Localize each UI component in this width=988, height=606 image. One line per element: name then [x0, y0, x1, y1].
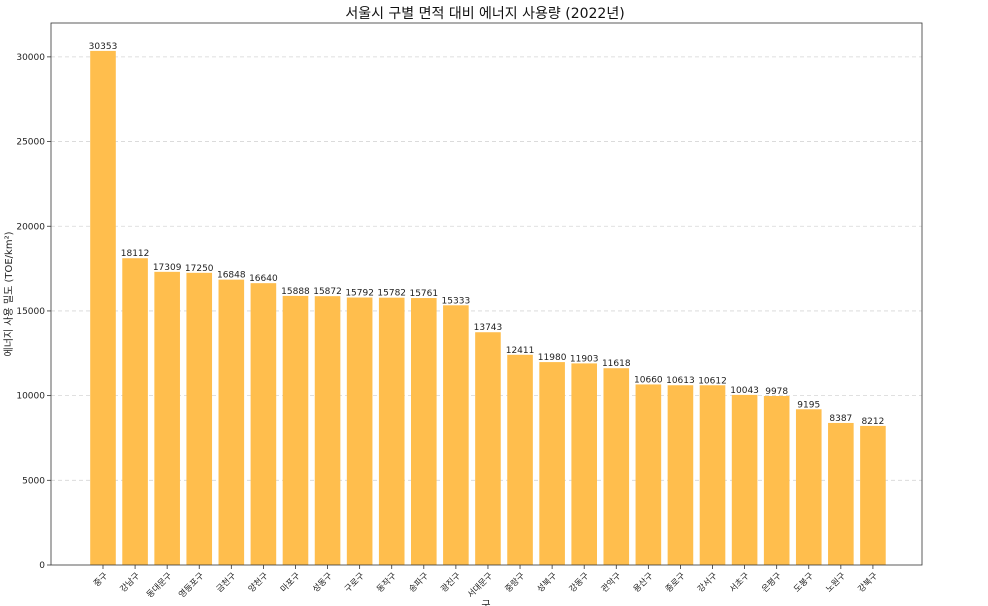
x-tick-label-강동구: 강동구: [567, 570, 591, 594]
x-tick-label-중구: 중구: [92, 571, 110, 589]
data-label-마포구: 15888: [281, 287, 310, 297]
bar-용산구: [635, 384, 662, 565]
bar-강북구: [860, 425, 886, 565]
data-label-송파구: 15761: [409, 289, 438, 299]
data-label-강동구: 11903: [570, 354, 599, 364]
x-tick-label-영등포구: 영등포구: [176, 570, 206, 600]
x-tick-label-동작구: 동작구: [374, 570, 398, 594]
data-label-서초구: 10043: [730, 386, 759, 396]
data-label-양천구: 16640: [249, 274, 278, 284]
y-tick-label-2: 10000: [16, 392, 45, 402]
x-tick-label-강서구: 강서구: [695, 570, 719, 594]
bar-송파구: [411, 298, 437, 565]
x-tick-label-서초구: 서초구: [728, 571, 752, 595]
x-axis-label: 구: [481, 600, 490, 606]
data-label-성동구: 15872: [313, 287, 342, 297]
y-tick-label-3: 15000: [16, 307, 45, 317]
bar-양천구: [250, 283, 277, 565]
bar-구로구: [346, 297, 373, 565]
x-tick-label-관악구: 관악구: [599, 570, 623, 594]
x-tick-label-구로구: 구로구: [343, 571, 367, 595]
bar-광진구: [443, 305, 469, 565]
data-label-강남구: 18112: [121, 249, 150, 259]
bar-강서구: [699, 385, 726, 565]
data-label-동대문구: 17309: [153, 263, 182, 273]
data-label-서대문구: 13743: [474, 323, 503, 333]
y-axis-label: 에너지 사용 밀도 (TOE/km²): [3, 231, 15, 356]
data-label-노원구: 8387: [829, 414, 852, 424]
data-label-강북구: 8212: [861, 417, 884, 427]
data-label-영등포구: 17250: [185, 264, 214, 274]
data-label-중구: 30353: [89, 42, 118, 52]
plot-frame: [50, 22, 923, 566]
bar-종로구: [667, 385, 694, 565]
x-tick-label-용산구: 용산구: [631, 570, 655, 594]
x-tick-label-금천구: 금천구: [214, 570, 238, 594]
data-label-관악구: 11618: [602, 359, 631, 369]
x-tick-label-동대문구: 동대문구: [145, 571, 174, 600]
x-tick-label-송파구: 송파구: [407, 571, 431, 595]
x-tick-label-성북구: 성북구: [536, 571, 560, 595]
bar-서초구: [731, 394, 758, 565]
y-tick-label-6: 30000: [16, 53, 45, 63]
data-label-은평구: 9978: [765, 387, 788, 397]
bar-마포구: [282, 295, 309, 565]
data-label-중랑구: 12411: [506, 346, 535, 356]
x-ticks: 중구 강남구 동대문구 영등포구 금천구 양천구 마포구 성동구 구로구 동작구 송파구 광진구 서대문…: [92, 565, 880, 600]
bar-동대문구: [154, 271, 180, 565]
bar-성북구: [539, 362, 565, 565]
bar-은평구: [763, 395, 790, 565]
bar-중랑구: [507, 354, 533, 565]
x-tick-label-중랑구: 중랑구: [503, 570, 527, 594]
bar-중구: [90, 50, 116, 566]
bar-동작구: [378, 297, 405, 565]
data-label-성북구: 11980: [538, 353, 567, 363]
x-tick-label-은평구: 은평구: [759, 570, 783, 594]
bar-강남구: [122, 258, 148, 565]
x-tick-label-양천구: 양천구: [246, 570, 270, 594]
x-tick-label-성동구: 성동구: [311, 571, 335, 595]
data-label-구로구: 15792: [345, 289, 374, 299]
data-label-종로구: 10613: [666, 376, 695, 386]
bars: [90, 50, 886, 566]
data-label-도봉구: 9195: [797, 400, 820, 410]
bar-영등포구: [186, 272, 213, 565]
data-label-강서구: 10612: [698, 376, 727, 386]
x-tick-label-마포구: 마포구: [279, 571, 303, 595]
x-tick-label-종로구: 종로구: [664, 571, 688, 595]
bar-강동구: [571, 363, 597, 565]
bar-관악구: [603, 368, 630, 565]
bar-노원구: [828, 422, 854, 565]
x-tick-label-노원구: 노원구: [824, 571, 848, 595]
y-tick-label-4: 20000: [16, 222, 45, 232]
y-tick-label-5: 25000: [16, 138, 45, 148]
x-tick-label-강남구: 강남구: [118, 570, 142, 594]
x-tick-label-도봉구: 도봉구: [792, 571, 816, 595]
data-label-동작구: 15782: [377, 289, 406, 299]
y-tick-label-0: 0: [39, 561, 45, 571]
y-ticks: 0 5000 10000 15000 20000 25000 30000: [16, 53, 51, 571]
data-label-광진구: 15333: [442, 296, 471, 306]
x-tick-label-서대문구: 서대문구: [466, 571, 495, 600]
data-label-용산구: 10660: [634, 375, 663, 385]
bar-도봉구: [795, 409, 822, 565]
bar-성동구: [314, 296, 341, 565]
data-label-금천구: 16848: [217, 271, 246, 281]
chart-title: 서울시 구별 면적 대비 에너지 사용량 (2022년): [345, 6, 624, 22]
x-tick-label-강북구: 강북구: [856, 570, 880, 594]
bar-서대문구: [475, 332, 501, 565]
x-tick-label-광진구: 광진구: [439, 570, 463, 594]
bar-금천구: [218, 279, 245, 565]
y-tick-label-1: 5000: [22, 476, 45, 486]
